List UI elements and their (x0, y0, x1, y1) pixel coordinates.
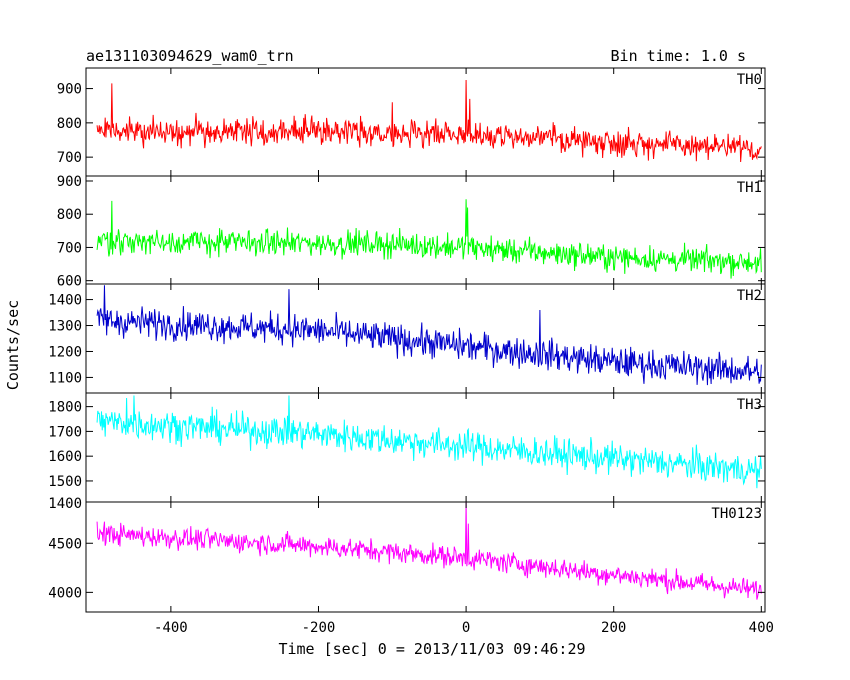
x-axis: -400 -200 0 200 400 (154, 620, 774, 636)
x-tick-label: 400 (749, 620, 774, 636)
y-tick-label: 1400 (48, 293, 82, 309)
panel-frame (85, 501, 766, 613)
y-tick-label: 4000 (48, 585, 82, 601)
y-tick-label: 1700 (48, 424, 82, 440)
y-tick-label: 1500 (48, 474, 82, 490)
bin-time-label: Bin time: 1.0 s (611, 47, 746, 65)
series-label-th0123: TH0123 (711, 506, 762, 522)
y-tick-label: 1200 (48, 344, 82, 360)
chart-title: ae131103094629_wam0_trn (86, 47, 294, 65)
y-tick-label: 4500 (48, 536, 82, 552)
x-tick-label: -200 (302, 620, 336, 636)
series-label-th2: TH2 (737, 288, 762, 304)
series-label-th1: TH1 (737, 180, 762, 196)
x-axis-label: Time [sec] 0 = 2013/11/03 09:46:29 (278, 640, 585, 658)
y-tick-label: 1400 (48, 496, 82, 512)
y-tick-label: 1800 (48, 400, 82, 416)
y-tick-label: 900 (57, 174, 82, 190)
y-tick-label: 1600 (48, 449, 82, 465)
panel-frame (85, 67, 766, 177)
y-tick-label: 1300 (48, 319, 82, 335)
series-line-th0123 (96, 501, 762, 600)
panel-frame (85, 175, 766, 285)
x-tick-label: 200 (601, 620, 626, 636)
y-tick-label: 600 (57, 274, 82, 290)
x-tick-label: -400 (154, 620, 188, 636)
y-tick-label: 700 (57, 240, 82, 256)
y-tick-label: 900 (57, 82, 82, 98)
y-tick-label: 1100 (48, 370, 82, 386)
series-label-th3: TH3 (737, 397, 762, 413)
panel-th2: 1100 1200 1300 1400 TH2 (48, 283, 766, 394)
y-axis-label: Counts/sec (4, 300, 22, 390)
series-label-th0: TH0 (737, 72, 762, 88)
panel-th3: 1500 1600 1700 1800 TH3 (48, 392, 766, 503)
series-line-th0 (96, 79, 762, 163)
panel-th1: 600 700 800 900 TH1 (57, 174, 766, 290)
y-tick-label: 800 (57, 116, 82, 132)
series-line-th2 (96, 285, 762, 386)
y-tick-label: 800 (57, 207, 82, 223)
x-tick-label: 0 (462, 620, 470, 636)
panel-th0: 700 800 900 TH0 (57, 67, 766, 177)
series-line-th1 (96, 199, 762, 279)
panel-th0123: 4000 4500 1400 TH0123 (48, 496, 766, 613)
panel-frame (85, 283, 766, 394)
series-line-th3 (96, 395, 762, 489)
y-tick-label: 700 (57, 150, 82, 166)
